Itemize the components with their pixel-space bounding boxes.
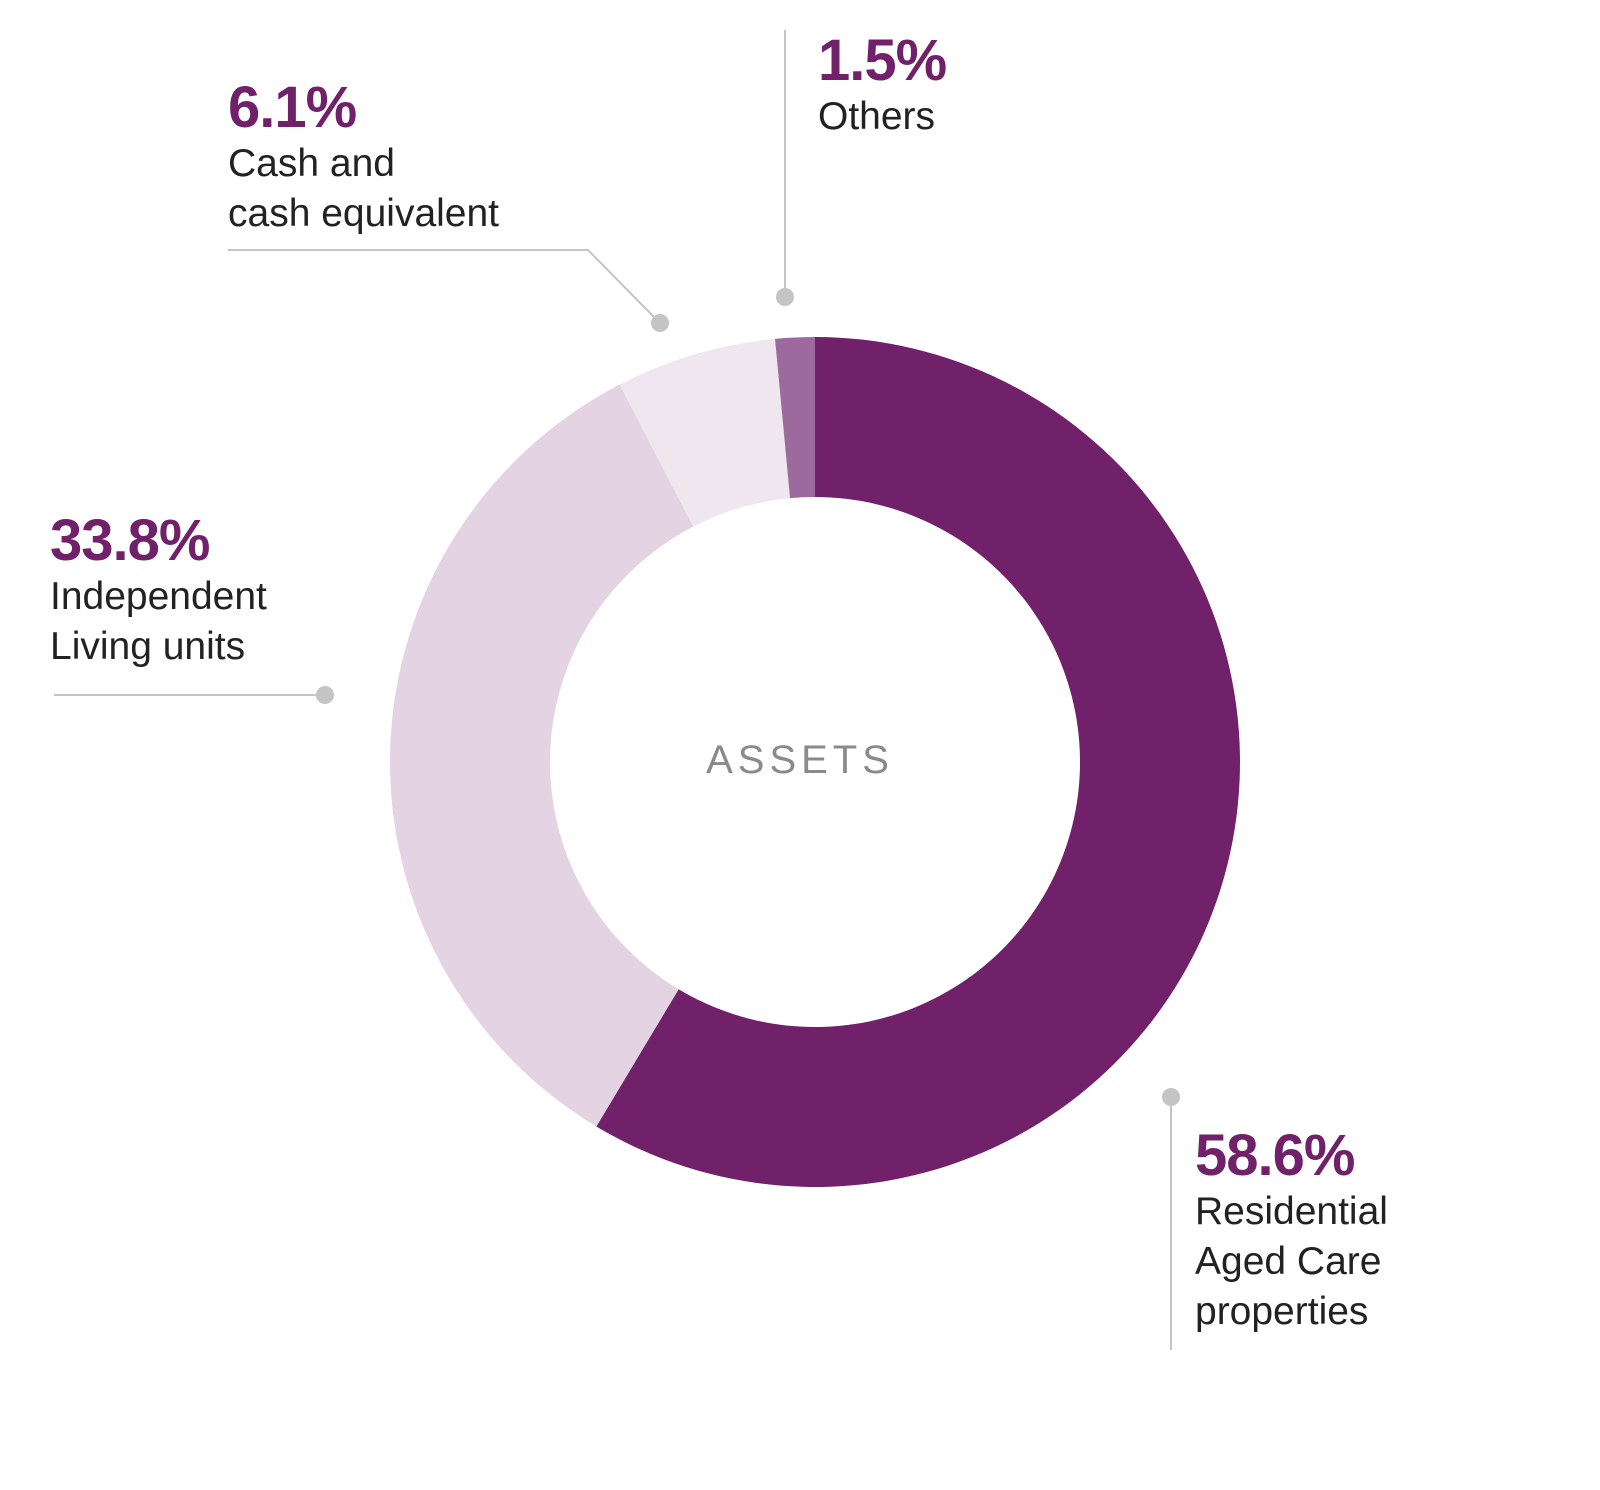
slice-name-line: Others	[818, 95, 936, 138]
slice-label-residential-aged-care: 58.6% Residential Aged Care properties	[1195, 1125, 1388, 1337]
slice-independent-living	[389, 384, 694, 1127]
slice-name-line: Living units	[50, 625, 246, 668]
leader-independent-living-dot	[316, 686, 334, 704]
slice-value-label: 58.6%	[1195, 1123, 1355, 1188]
leader-cash-dot	[651, 314, 669, 332]
slice-residential-aged-care	[596, 337, 1240, 1187]
slice-name-line: Independent	[50, 575, 267, 618]
leader-lines	[54, 30, 1180, 1350]
slice-name-line: properties	[1195, 1290, 1369, 1333]
slice-value-label: 6.1%	[228, 75, 357, 140]
slice-name-line: Aged Care	[1195, 1240, 1382, 1283]
slice-name-line: Residential	[1195, 1190, 1388, 1233]
leader-others-dot	[776, 288, 794, 306]
slice-value-label: 33.8%	[50, 508, 210, 573]
leader-residential-aged-care-dot	[1162, 1088, 1180, 1106]
leader-cash-line	[228, 249, 661, 324]
donut-slices	[389, 337, 1240, 1187]
slice-name-line: cash equivalent	[228, 192, 500, 235]
slice-cash	[619, 338, 791, 527]
slice-others	[775, 337, 815, 499]
slice-value-label: 1.5%	[818, 28, 947, 93]
slice-label-cash: 6.1% Cash and cash equivalent	[228, 77, 499, 239]
slice-label-independent-living: 33.8% Independent Living units	[50, 510, 267, 672]
slice-name-line: Cash and	[228, 142, 395, 185]
center-label: ASSETS	[706, 738, 894, 782]
slice-label-others: 1.5% Others	[818, 28, 947, 142]
